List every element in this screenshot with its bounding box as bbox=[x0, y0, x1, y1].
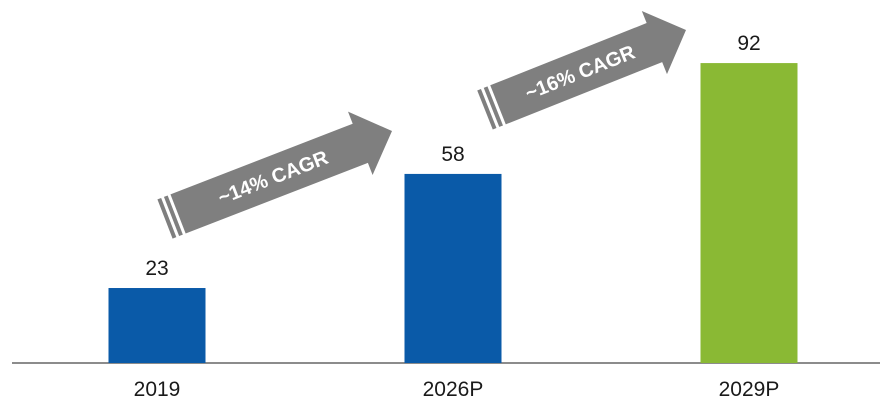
value-label-2029P: 92 bbox=[737, 32, 760, 55]
x-tick-label-2029P: 2029P bbox=[719, 378, 780, 401]
cagr-arrow-2: ~16% CAGR bbox=[477, 10, 687, 130]
bar-2019 bbox=[108, 288, 206, 363]
arrow-tail-stripe bbox=[483, 86, 503, 127]
x-tick-label-2026P: 2026P bbox=[423, 378, 484, 401]
bar-2029P bbox=[700, 63, 798, 363]
bars-group bbox=[108, 63, 798, 363]
arrow-tail-stripe bbox=[157, 197, 177, 239]
cagr-arrow-1: ~14% CAGR bbox=[157, 111, 392, 239]
labels-group: 23 2019 58 2026P 92 2029P bbox=[134, 32, 780, 401]
value-label-2026P: 58 bbox=[441, 143, 464, 166]
arrow-tail-stripe bbox=[477, 89, 497, 130]
arrow-body bbox=[170, 111, 392, 234]
arrow-tail-stripe bbox=[163, 195, 183, 237]
bar-2026P bbox=[404, 173, 502, 363]
arrow-body bbox=[490, 10, 687, 125]
x-tick-label-2019: 2019 bbox=[134, 378, 181, 401]
value-label-2019: 23 bbox=[145, 257, 168, 280]
